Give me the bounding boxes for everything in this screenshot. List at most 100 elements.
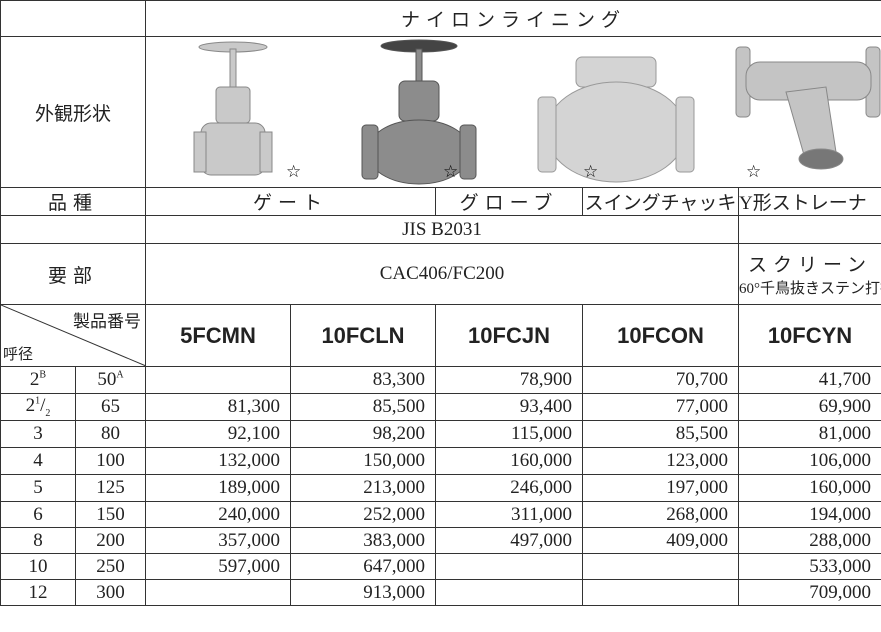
type: ゲート	[145, 187, 436, 216]
price: 288,000	[738, 527, 881, 554]
mm-cell: 250	[75, 553, 146, 580]
mm: 125	[96, 477, 125, 498]
price-row: 21/2 65 81,300 85,500 93,400 77,000 69,900	[0, 393, 881, 421]
gate-valve	[193, 41, 273, 176]
price: 194,000	[738, 501, 881, 528]
price: 83,300	[290, 366, 436, 394]
fraction-bottom: 2	[45, 407, 51, 419]
standard: JIS B2031	[145, 215, 739, 244]
mark: ☆	[286, 162, 301, 181]
type: スイングチャッキ	[582, 187, 739, 216]
price: 85,500	[582, 420, 739, 448]
inch-cell: 4	[0, 447, 76, 475]
price: 709,000	[738, 579, 881, 606]
mm-cell: 200	[75, 527, 146, 554]
product-code: 10FCJN	[435, 304, 583, 367]
group-header: ナイロンライニング	[145, 0, 881, 37]
inch-cell: 2B	[0, 366, 76, 394]
price: 311,000	[435, 501, 583, 528]
price: 150,000	[290, 447, 436, 475]
appearance-label: 外観形状	[0, 36, 146, 188]
price: 98,200	[290, 420, 436, 448]
type: Y形ストレーナ	[738, 187, 881, 216]
inch: 5	[33, 477, 43, 498]
price-row: 12 300 913,000 709,000	[0, 579, 881, 606]
inch: 8	[33, 529, 43, 551]
blank-cell	[0, 0, 146, 37]
check-valve	[537, 56, 695, 183]
price: 81,300	[145, 393, 291, 421]
product-code: 5FCMN	[145, 304, 291, 367]
empty-price	[435, 553, 583, 580]
mm-cell: 150	[75, 501, 146, 528]
mm-cell: 65	[75, 393, 146, 421]
empty-price	[582, 553, 739, 580]
mm-cell: 300	[75, 579, 146, 606]
mm: 50	[97, 369, 117, 390]
inch: 2	[25, 395, 36, 417]
inch: 6	[33, 503, 43, 525]
price: 213,000	[290, 474, 436, 502]
inch-cell: 21/2	[0, 393, 76, 421]
price: 93,400	[435, 393, 583, 421]
mm: 300	[96, 581, 125, 603]
empty-price	[145, 366, 291, 394]
mark: ☆	[746, 162, 761, 181]
price: 92,100	[145, 420, 291, 448]
price: 115,000	[435, 420, 583, 448]
inch-cell: 12	[0, 579, 76, 606]
appearance-images: ☆ ☆ ☆ ☆	[145, 36, 881, 188]
price-row: 5 125 189,000 213,000 246,000 197,000 160,000	[0, 474, 881, 502]
mark: ☆	[443, 162, 458, 181]
price: 246,000	[435, 474, 583, 502]
price: 597,000	[145, 553, 291, 580]
mm: 65	[101, 396, 120, 417]
empty-price	[145, 579, 291, 606]
mm: 80	[101, 423, 120, 444]
mm: 100	[96, 450, 125, 471]
blank-cell	[738, 215, 881, 244]
product-code: 10FCLN	[290, 304, 436, 367]
price: 383,000	[290, 527, 436, 554]
inch-cell: 10	[0, 553, 76, 580]
type: グローブ	[435, 187, 583, 216]
price: 132,000	[145, 447, 291, 475]
empty-price	[582, 579, 739, 606]
price-row: 8 200 357,000 383,000 497,000 409,000 288,000	[0, 527, 881, 554]
price: 69,900	[738, 393, 881, 421]
price: 189,000	[145, 474, 291, 502]
price: 78,900	[435, 366, 583, 394]
screen: スクリーン	[747, 255, 873, 276]
screen-cell: スクリーン 60°千鳥抜きステン打抜板	[738, 243, 881, 305]
mm-cell: 125	[75, 474, 146, 502]
empty-price	[435, 579, 583, 606]
price-row: 6 150 240,000 252,000 311,000 268,000 194,000	[0, 501, 881, 528]
mm-unit: A	[116, 369, 124, 381]
price: 268,000	[582, 501, 739, 528]
inch-unit: B	[39, 369, 47, 381]
inch: 2	[29, 369, 40, 390]
mm: 200	[96, 529, 125, 551]
material-label: 要部	[0, 243, 146, 305]
price: 533,000	[738, 553, 881, 580]
price-row: 3 80 92,100 98,200 115,000 85,500 81,000	[0, 420, 881, 448]
corner: 製品番号 呼径	[1, 305, 145, 366]
price: 77,000	[582, 393, 739, 421]
price: 81,000	[738, 420, 881, 448]
blank-cell	[0, 215, 146, 244]
price: 409,000	[582, 527, 739, 554]
inch: 12	[28, 581, 48, 603]
price: 106,000	[738, 447, 881, 475]
globe-valve	[361, 39, 477, 185]
valve-images: ☆ ☆ ☆ ☆	[193, 39, 881, 185]
price: 160,000	[435, 447, 583, 475]
price: 357,000	[145, 527, 291, 554]
corner-bottom: 呼径	[3, 347, 34, 363]
price: 70,700	[582, 366, 739, 394]
y-strainer	[735, 46, 881, 170]
price: 41,700	[738, 366, 881, 394]
price-row: 10 250 597,000 647,000 533,000	[0, 553, 881, 580]
inch: 3	[33, 423, 43, 444]
mm-cell: 50A	[75, 366, 146, 394]
